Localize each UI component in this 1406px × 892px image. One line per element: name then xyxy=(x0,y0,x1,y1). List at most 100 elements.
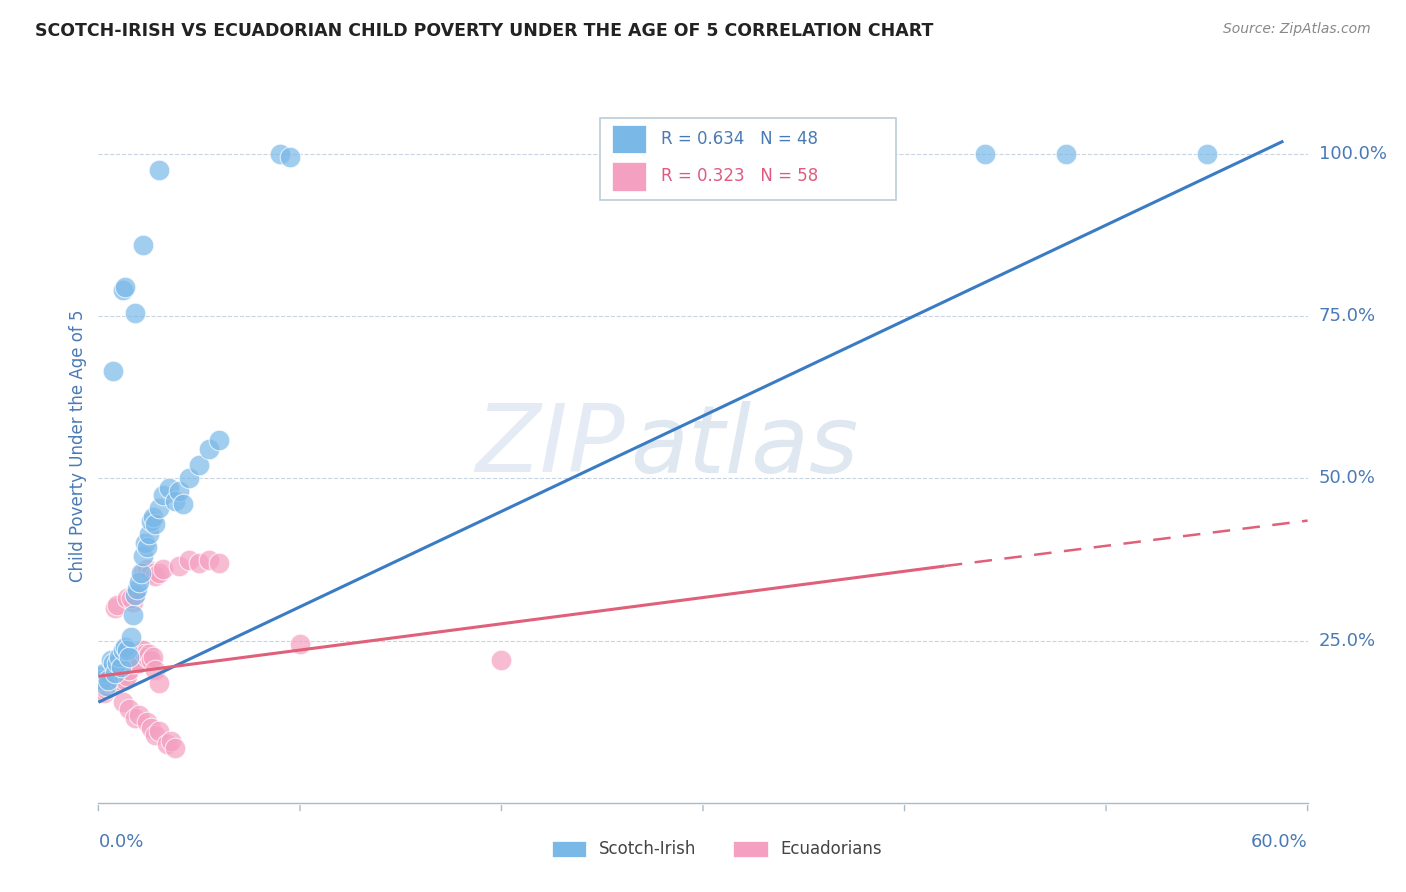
Point xyxy=(167,484,190,499)
Point xyxy=(177,471,201,485)
Point xyxy=(114,640,136,654)
Y-axis label: Child Poverty Under the Age of 5: Child Poverty Under the Age of 5 xyxy=(69,310,87,582)
Text: Source: ZipAtlas.com: Source: ZipAtlas.com xyxy=(1223,22,1371,37)
Point xyxy=(157,481,180,495)
Point xyxy=(115,669,138,683)
Text: 75.0%: 75.0% xyxy=(1319,307,1376,326)
Bar xyxy=(612,162,647,191)
Point xyxy=(93,685,115,699)
Point xyxy=(139,653,162,667)
Point xyxy=(148,566,170,580)
Point xyxy=(91,673,114,687)
Point xyxy=(124,306,146,320)
Point xyxy=(143,728,166,742)
Point xyxy=(111,643,134,657)
Point xyxy=(163,494,186,508)
Point xyxy=(156,738,179,752)
Point xyxy=(208,556,231,570)
Point xyxy=(101,657,124,671)
Point xyxy=(198,442,221,457)
Text: R = 0.634   N = 48: R = 0.634 N = 48 xyxy=(661,130,818,148)
Point xyxy=(143,516,166,531)
Point xyxy=(124,711,146,725)
Point xyxy=(124,588,146,602)
Point xyxy=(128,575,150,590)
Point xyxy=(138,647,160,661)
Point xyxy=(142,649,165,664)
Point xyxy=(103,601,125,615)
Point xyxy=(134,647,156,661)
Point xyxy=(135,714,157,729)
Point xyxy=(96,679,118,693)
Point xyxy=(172,497,194,511)
Point xyxy=(134,536,156,550)
Text: Ecuadorians: Ecuadorians xyxy=(780,840,882,858)
Point xyxy=(111,283,134,297)
Point xyxy=(188,556,211,570)
Text: R = 0.323   N = 58: R = 0.323 N = 58 xyxy=(661,168,818,186)
Point xyxy=(148,500,170,515)
Point xyxy=(1054,147,1077,161)
Point xyxy=(100,675,122,690)
Point xyxy=(132,238,155,252)
Point xyxy=(100,653,122,667)
Point xyxy=(101,364,124,378)
Point xyxy=(129,643,152,657)
Point xyxy=(148,724,170,739)
Text: 60.0%: 60.0% xyxy=(1251,833,1308,851)
Point xyxy=(288,637,311,651)
Point xyxy=(177,552,201,566)
Point xyxy=(121,595,143,609)
Point xyxy=(135,649,157,664)
Point xyxy=(129,566,152,580)
Point xyxy=(167,559,190,574)
Point xyxy=(125,657,148,671)
Point xyxy=(135,540,157,554)
Point xyxy=(120,631,142,645)
Point xyxy=(142,510,165,524)
Point xyxy=(208,433,231,447)
Point xyxy=(118,649,141,664)
Point xyxy=(105,598,128,612)
Point xyxy=(139,566,162,580)
Bar xyxy=(551,841,586,857)
Point xyxy=(111,666,134,681)
Point xyxy=(152,488,174,502)
Point xyxy=(105,675,128,690)
Point xyxy=(107,649,129,664)
Text: 100.0%: 100.0% xyxy=(1319,145,1386,163)
Point xyxy=(491,653,513,667)
Text: 25.0%: 25.0% xyxy=(1319,632,1376,649)
Point xyxy=(148,163,170,178)
Point xyxy=(135,562,157,576)
Point xyxy=(125,582,148,596)
Point xyxy=(278,150,301,164)
Point xyxy=(124,653,146,667)
Point xyxy=(118,663,141,677)
Point xyxy=(93,666,115,681)
Point xyxy=(124,588,146,602)
Point xyxy=(120,591,142,606)
Point xyxy=(188,458,211,473)
Bar xyxy=(612,125,647,153)
Point xyxy=(118,702,141,716)
Point xyxy=(138,526,160,541)
Point xyxy=(111,695,134,709)
Point xyxy=(120,657,142,671)
Point xyxy=(1195,147,1218,161)
Point xyxy=(105,657,128,671)
Point xyxy=(163,740,186,755)
Point xyxy=(121,657,143,671)
Text: 50.0%: 50.0% xyxy=(1319,469,1375,487)
Point xyxy=(132,549,155,564)
Point xyxy=(103,666,125,681)
Point xyxy=(115,591,138,606)
Point xyxy=(152,562,174,576)
Point xyxy=(198,552,221,566)
Point xyxy=(97,679,120,693)
Point xyxy=(160,734,183,748)
Point xyxy=(89,669,111,683)
Point xyxy=(269,147,291,161)
Point xyxy=(139,721,162,735)
Point xyxy=(139,514,162,528)
